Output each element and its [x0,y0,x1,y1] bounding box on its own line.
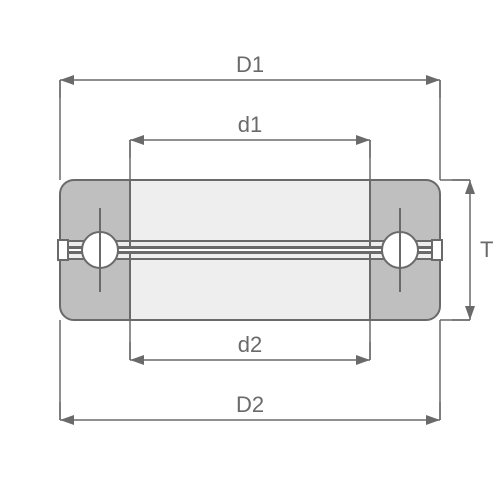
svg-text:D1: D1 [236,52,264,77]
svg-text:d1: d1 [238,112,262,137]
bearing-cross-section-diagram: D1 d1 d2 D2 T [0,0,500,500]
svg-text:D2: D2 [236,392,264,417]
svg-text:d2: d2 [238,332,262,357]
svg-text:T: T [480,237,493,262]
